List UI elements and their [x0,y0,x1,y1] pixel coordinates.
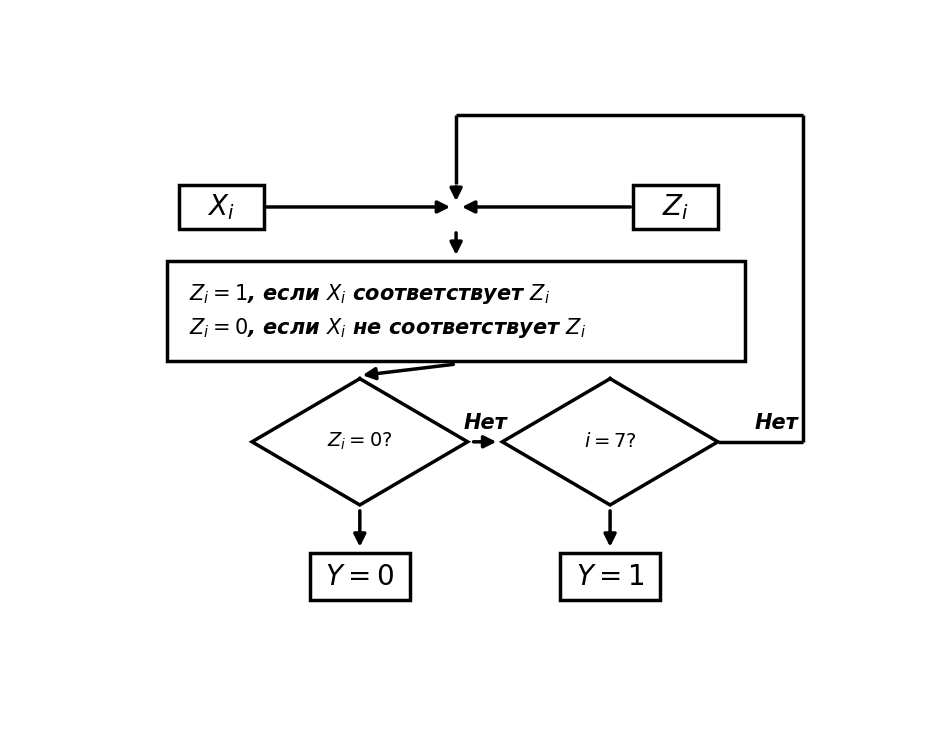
Text: Нет: Нет [755,412,799,432]
Text: $Z_{i}$: $Z_{i}$ [662,192,689,222]
Text: $Z_{i} = 1$, если $X_{i}$ соответствует $Z_{i}$: $Z_{i} = 1$, если $X_{i}$ соответствует … [189,282,550,306]
Text: $Z_{i} = 0?$: $Z_{i} = 0?$ [327,431,392,452]
Polygon shape [252,379,467,505]
Bar [634,185,718,230]
Bar [167,261,745,361]
Text: $Y = 0$: $Y = 0$ [326,562,394,591]
Polygon shape [503,379,718,505]
Text: $Y = 1$: $Y = 1$ [576,562,644,591]
Text: $i = 7?$: $i = 7?$ [583,432,636,451]
Text: Нет: Нет [463,412,507,432]
Text: $Z_{i} = 0$, если $X_{i}$ не соответствует $Z_{i}$: $Z_{i} = 0$, если $X_{i}$ не соответству… [189,316,586,340]
Text: $X_{i}$: $X_{i}$ [207,192,235,222]
Bar [310,553,409,600]
Bar [560,553,660,600]
Bar [179,185,263,230]
